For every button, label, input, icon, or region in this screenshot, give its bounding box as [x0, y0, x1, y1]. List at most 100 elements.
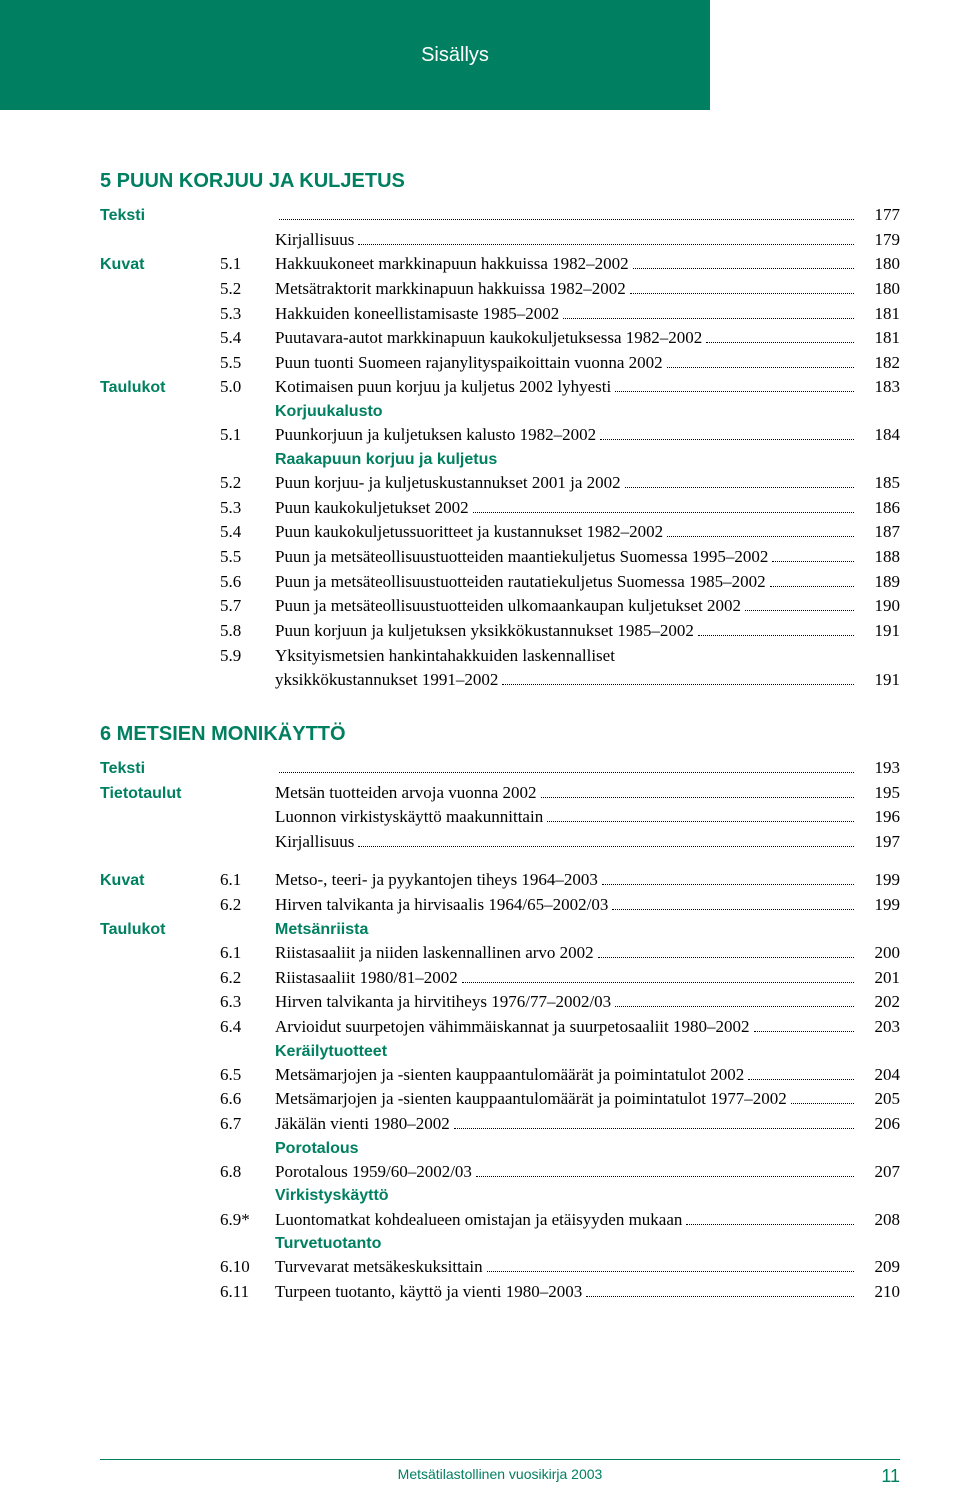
entry-number: 6.1: [220, 941, 275, 966]
leader-dots: [686, 1209, 854, 1224]
leader-dots: [358, 229, 854, 244]
entry-page: 209: [858, 1255, 900, 1280]
leader-dots: [630, 279, 854, 294]
entry-text: Luonnon virkistyskäyttö maakunnittain: [275, 805, 543, 830]
entry-page: 185: [858, 471, 900, 496]
entry-text: Kirjallisuus: [275, 228, 354, 253]
leader-dots: [473, 497, 854, 512]
entry-text: Turvevarat metsäkeskuksittain: [275, 1255, 483, 1280]
leader-dots: [706, 328, 854, 343]
entry-text-col: Puun korjuu- ja kuljetuskustannukset 200…: [275, 471, 858, 496]
toc-row: Luonnon virkistyskäyttö maakunnittain196: [100, 805, 900, 830]
leader-dots: [358, 832, 854, 847]
entry-page: 191: [858, 668, 900, 693]
leader-dots: [748, 1064, 854, 1079]
entry-number: 5.4: [220, 520, 275, 545]
leader-dots: [547, 807, 854, 822]
toc-row: Virkistyskäyttö: [100, 1184, 900, 1207]
entry-page: 180: [858, 252, 900, 277]
entry-text-col: Puutavara-autot markkinapuun kaukokuljet…: [275, 326, 858, 351]
entry-text-col: Turpeen tuotanto, käyttö ja vienti 1980–…: [275, 1280, 858, 1305]
leader-dots: [279, 758, 854, 773]
toc-row: Keräilytuotteet: [100, 1040, 900, 1063]
entry-number: 6.3: [220, 990, 275, 1015]
footer-text: Metsätilastollinen vuosikirja 2003: [398, 1466, 603, 1482]
entry-text: Porotalous 1959/60–2002/03: [275, 1160, 472, 1185]
entry-text-col: Hakkuukoneet markkinapuun hakkuissa 1982…: [275, 252, 858, 277]
leader-dots: [772, 547, 854, 562]
leader-dots: [462, 967, 854, 982]
entry-text-col: Puun tuonti Suomeen rajanylityspaikoitta…: [275, 351, 858, 376]
entry-number: 6.8: [220, 1160, 275, 1185]
entry-text-col: Puun ja metsäteollisuustuotteiden ulkoma…: [275, 594, 858, 619]
toc-subheading: Turvetuotanto: [275, 1232, 381, 1255]
entry-number: 5.1: [220, 423, 275, 448]
toc-row: Korjuukalusto: [100, 400, 900, 423]
toc-row: 6.1Riistasaaliit ja niiden laskennalline…: [100, 941, 900, 966]
leader-dots: [770, 571, 854, 586]
entry-text-col: Kotimaisen puun korjuu ja kuljetus 2002 …: [275, 375, 858, 400]
entry-text: Puun ja metsäteollisuustuotteiden maanti…: [275, 545, 768, 570]
entry-page: 199: [858, 893, 900, 918]
leader-dots: [612, 895, 854, 910]
entry-page: 193: [858, 756, 900, 781]
toc-row: 6.4Arvioidut suurpetojen vähimmäiskannat…: [100, 1015, 900, 1040]
entry-number: 6.6: [220, 1087, 275, 1112]
leader-dots: [454, 1114, 854, 1129]
entry-text-col: Metsämarjojen ja -sienten kauppaantulomä…: [275, 1087, 858, 1112]
entry-text: Yksityismetsien hankintahakkuiden lasken…: [275, 644, 615, 669]
entry-page: 205: [858, 1087, 900, 1112]
toc-row: 5.3Puun kaukokuljetukset 2002186: [100, 496, 900, 521]
leader-dots: [598, 943, 854, 958]
entry-number: 6.7: [220, 1112, 275, 1137]
entry-text-col: Metsän tuotteiden arvoja vuonna 2002: [275, 781, 858, 806]
leader-dots: [487, 1257, 854, 1272]
entry-page: 199: [858, 868, 900, 893]
entry-text-col: Puunkorjuun ja kuljetuksen kalusto 1982–…: [275, 423, 858, 448]
leader-dots: [600, 425, 854, 440]
entry-page: 197: [858, 830, 900, 855]
toc-subheading: Metsänriista: [275, 918, 368, 941]
group-label: Teksti: [100, 757, 220, 780]
entry-text: Kotimaisen puun korjuu ja kuljetus 2002 …: [275, 375, 611, 400]
entry-text: Kirjallisuus: [275, 830, 354, 855]
toc-row: 5.5Puun tuonti Suomeen rajanylityspaikoi…: [100, 351, 900, 376]
leader-dots: [563, 303, 854, 318]
toc-row: 6.8Porotalous 1959/60–2002/03 207: [100, 1160, 900, 1185]
entry-page: 207: [858, 1160, 900, 1185]
entry-page: 180: [858, 277, 900, 302]
entry-page: 182: [858, 351, 900, 376]
toc-row: 6.10Turvevarat metsäkeskuksittain209: [100, 1255, 900, 1280]
entry-text: Puun tuonti Suomeen rajanylityspaikoitta…: [275, 351, 663, 376]
leader-dots: [602, 870, 854, 885]
entry-page: 179: [858, 228, 900, 253]
entry-text: Puun kaukokuljetussuoritteet ja kustannu…: [275, 520, 663, 545]
entry-number: 5.3: [220, 302, 275, 327]
entry-text-col: Hakkuiden koneellistamisaste 1985–2002: [275, 302, 858, 327]
group-label: Tietotaulut: [100, 782, 220, 805]
entry-text-col: Riistasaaliit 1980/81–2002: [275, 966, 858, 991]
entry-page: 184: [858, 423, 900, 448]
header-title: Sisällys: [421, 44, 489, 67]
footer: Metsätilastollinen vuosikirja 2003 11: [100, 1459, 900, 1482]
entry-text-col: Yksityismetsien hankintahakkuiden lasken…: [275, 644, 858, 669]
entry-text: Puun ja metsäteollisuustuotteiden ulkoma…: [275, 594, 741, 619]
leader-dots: [476, 1162, 854, 1177]
section-title: 6 METSIEN MONIKÄYTTÖ: [100, 723, 900, 746]
entry-number: 6.11: [220, 1280, 275, 1305]
group-label: Kuvat: [100, 869, 220, 892]
leader-dots: [502, 670, 854, 685]
entry-text: Luontomatkat kohdealueen omistajan ja et…: [275, 1208, 682, 1233]
entry-page: 202: [858, 990, 900, 1015]
toc-row: Kuvat5.1Hakkuukoneet markkinapuun hakkui…: [100, 252, 900, 277]
entry-number: 5.3: [220, 496, 275, 521]
entry-text: Puutavara-autot markkinapuun kaukokuljet…: [275, 326, 702, 351]
entry-number: 5.8: [220, 619, 275, 644]
toc-row: 5.9Yksityismetsien hankintahakkuiden las…: [100, 644, 900, 669]
entry-text-col: [275, 205, 858, 224]
entry-number: 5.7: [220, 594, 275, 619]
entry-text: Puun korjuun ja kuljetuksen yksikkökusta…: [275, 619, 694, 644]
entry-number: 6.2: [220, 893, 275, 918]
entry-page: 177: [858, 203, 900, 228]
entry-text: Hakkuiden koneellistamisaste 1985–2002: [275, 302, 559, 327]
